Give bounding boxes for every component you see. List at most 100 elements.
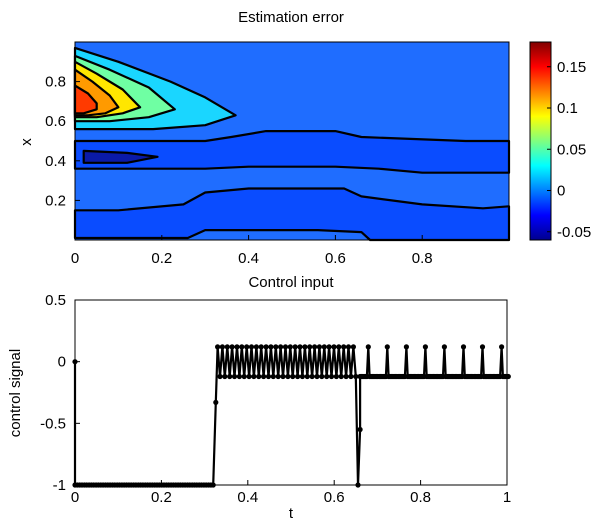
line-xtick-label: 0 <box>71 489 79 506</box>
heatmap-title: Estimation error <box>238 9 344 26</box>
control-signal-point <box>292 344 298 350</box>
line-ytick-label: -1 <box>53 477 66 494</box>
control-signal-point <box>270 373 276 380</box>
control-signal-point <box>384 344 390 350</box>
control-signal-point <box>299 373 305 380</box>
contour-band-lower <box>73 187 511 242</box>
control-signal-point <box>312 344 318 350</box>
control-signal-point <box>441 344 447 350</box>
control-signal-series <box>72 344 511 488</box>
line-xtick-label: 1 <box>503 489 511 506</box>
control-signal-point <box>333 373 339 380</box>
control-signal-point <box>222 373 228 380</box>
control-signal-point <box>234 344 240 350</box>
colorbar-ticks: -0.05 0 0.05 0.1 0.15 <box>547 59 591 241</box>
control-signal-point <box>280 373 286 380</box>
control-signal-point <box>314 373 320 380</box>
line-ylabel: control signal <box>7 349 24 437</box>
control-signal-point <box>341 344 347 350</box>
heatmap-xtick-label: 0.2 <box>151 250 172 267</box>
line-x-ticks: 0 0.2 0.4 0.6 0.8 1 <box>71 480 511 506</box>
control-signal-point <box>227 373 233 380</box>
control-signal-point <box>326 344 332 350</box>
control-signal-point <box>328 373 335 380</box>
control-signal-point <box>217 373 223 380</box>
colorbar-tick-label: 0.15 <box>557 59 586 76</box>
control-signal-point <box>324 373 330 380</box>
colorbar-tick-label: 0 <box>557 183 565 200</box>
control-signal-point <box>248 344 255 350</box>
colorbar-tick-label: -0.05 <box>557 224 591 241</box>
control-signal-point <box>422 344 428 350</box>
control-signal-point <box>282 344 289 350</box>
control-signal-point <box>224 344 230 350</box>
control-signal-point <box>213 399 219 405</box>
control-signal-point <box>263 344 269 350</box>
control-signal-point <box>219 344 225 350</box>
control-signal-point <box>304 373 310 380</box>
control-signal-point <box>345 344 352 350</box>
heatmap-ytick-label: 0.2 <box>45 192 66 209</box>
colorbar: -0.05 0 0.05 0.1 0.15 <box>529 41 591 241</box>
control-signal-point <box>295 373 301 380</box>
control-signal-point <box>229 344 235 350</box>
control-signal-point <box>365 344 371 350</box>
control-signal-point <box>268 344 274 350</box>
colorbar-tick-label: 0.1 <box>557 100 578 117</box>
heatmap-x-ticks: 0 0.2 0.4 0.6 0.8 <box>71 235 433 267</box>
control-signal-point <box>265 373 272 380</box>
line-xtick-label: 0.8 <box>410 489 431 506</box>
line-xtick-label: 0.6 <box>324 489 345 506</box>
control-signal-point <box>460 344 467 350</box>
control-signal-point <box>307 344 313 350</box>
control-signal-point <box>321 344 327 350</box>
control-signal-point <box>215 344 221 350</box>
control-signal-point <box>403 344 409 350</box>
control-signal-point <box>338 373 344 380</box>
control-signal-point <box>258 344 264 350</box>
control-signal-point <box>231 373 238 380</box>
heatmap-xtick-label: 0.8 <box>412 250 433 267</box>
control-signal-point <box>479 344 486 350</box>
control-signal-point <box>302 344 308 350</box>
control-signal-point <box>256 373 262 380</box>
colorbar-tick-label: 0.05 <box>557 141 586 158</box>
control-signal-point <box>244 344 250 350</box>
control-signal-point <box>319 373 325 380</box>
control-signal-point <box>348 373 354 380</box>
control-signal-point <box>253 344 259 350</box>
control-signal-point <box>210 482 216 488</box>
heatmap-ytick-label: 0.8 <box>45 74 66 91</box>
control-signal-point <box>309 373 315 380</box>
control-signal-point <box>251 373 257 380</box>
control-signal-point <box>273 344 279 350</box>
heatmap-ylabel: x <box>18 138 35 146</box>
line-ytick-label: 0.5 <box>45 292 66 309</box>
control-signal-point <box>241 373 247 380</box>
heatmap-plot-area <box>73 41 511 242</box>
heatmap-xtick-label: 0.6 <box>325 250 346 267</box>
control-signal-point <box>499 344 505 350</box>
colorbar-gradient <box>529 41 552 241</box>
heatmap-y-ticks: 0.2 0.4 0.6 0.8 <box>45 74 80 209</box>
control-signal-point <box>236 373 242 380</box>
contour-core <box>82 149 159 164</box>
control-signal-point <box>290 373 296 380</box>
heatmap-frame <box>74 41 510 241</box>
line-panel: 0 0.2 0.4 0.6 0.8 1 0.5 0 -0.5 -1 t control sign… <box>7 292 511 522</box>
control-signal-point <box>297 344 303 350</box>
control-signal-point <box>350 344 356 350</box>
control-signal-point <box>275 373 281 380</box>
line-xtick-label: 0.4 <box>237 489 258 506</box>
control-signal-point <box>287 344 293 350</box>
heatmap-ytick-label: 0.4 <box>45 153 66 170</box>
heatmap-ytick-label: 0.6 <box>45 113 66 130</box>
control-signal-point <box>246 373 252 380</box>
line-xtick-label: 0.2 <box>151 489 172 506</box>
line-ytick-label: -0.5 <box>40 415 66 432</box>
line-y-ticks: 0.5 0 -0.5 -1 <box>40 292 80 494</box>
control-signal-point <box>261 373 267 380</box>
control-signal-point <box>357 426 363 433</box>
line-plot-frame <box>74 299 508 486</box>
heatmap-xlabel: Control input <box>248 274 334 291</box>
